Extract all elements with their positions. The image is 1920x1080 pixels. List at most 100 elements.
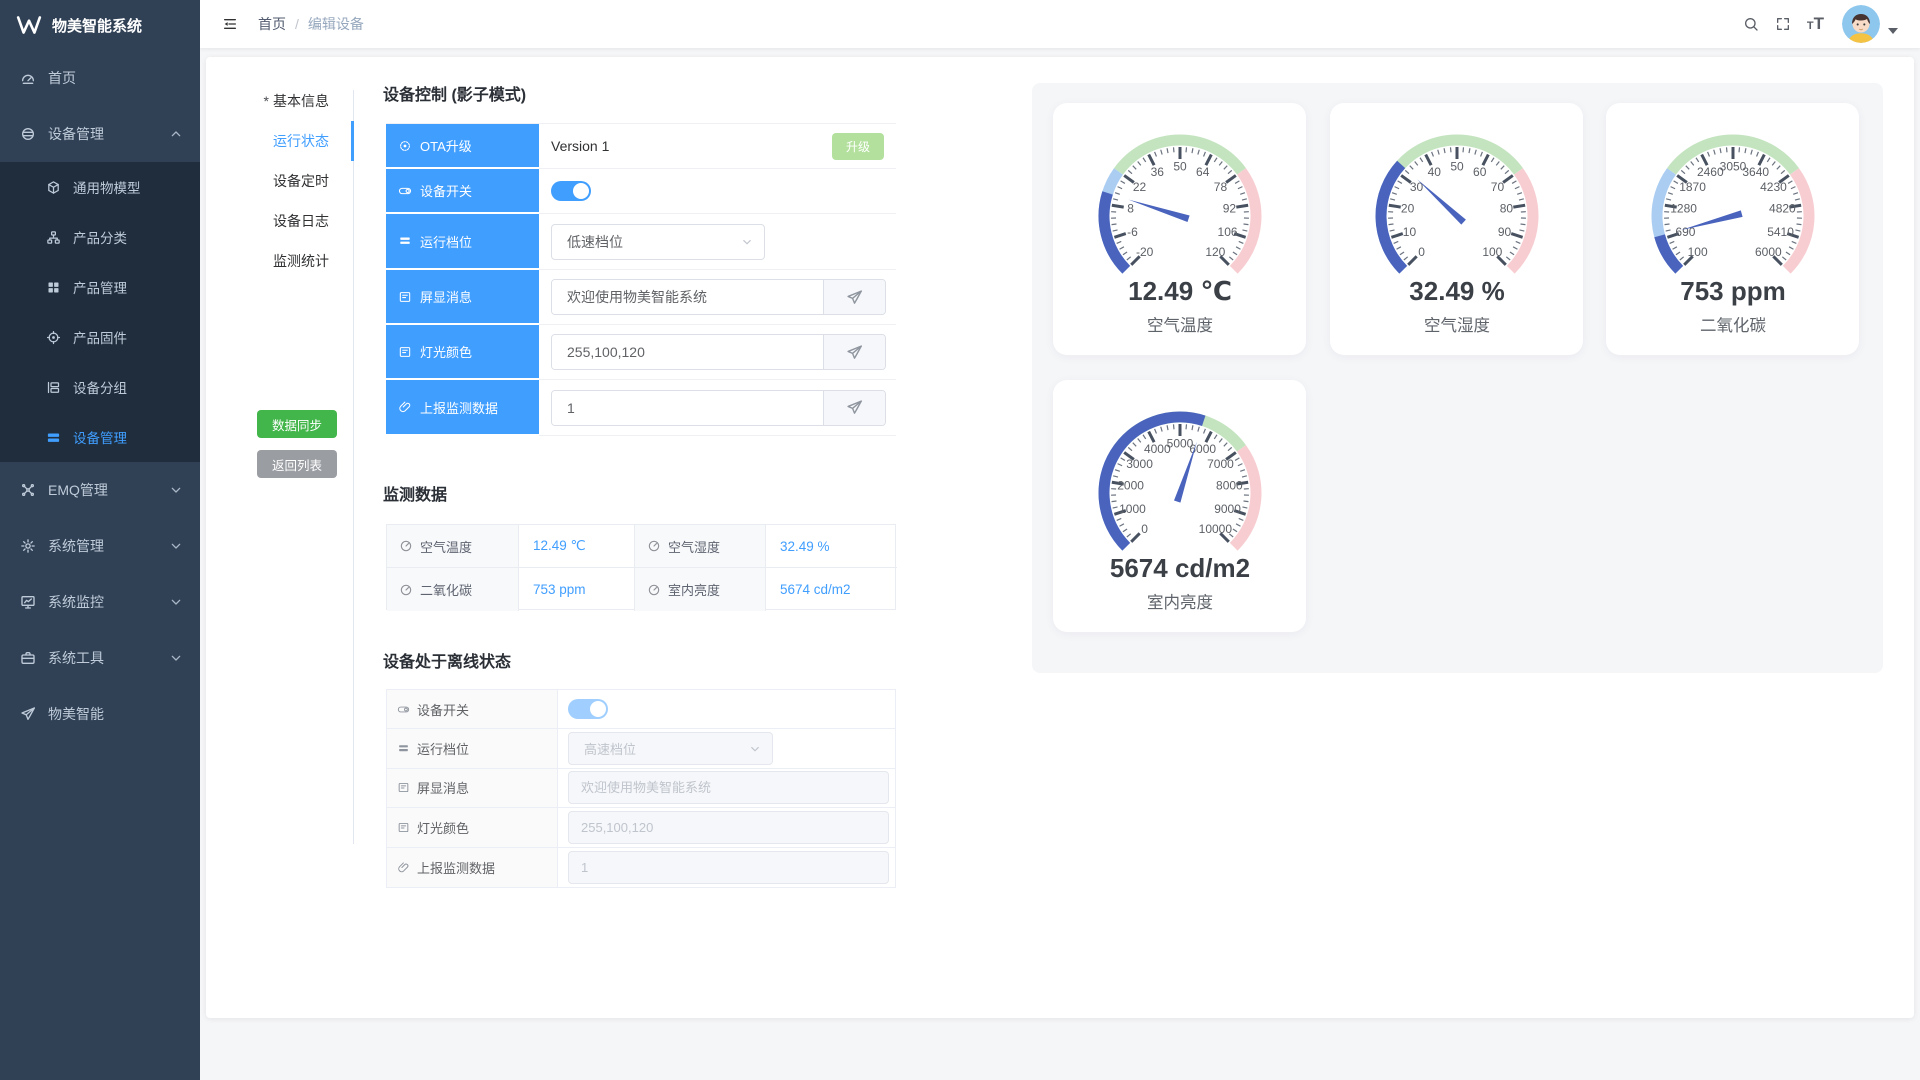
caret-down-icon[interactable] <box>1888 28 1898 34</box>
gauge-major-tick <box>1204 153 1213 166</box>
firmware-version: Version 1 <box>551 138 610 154</box>
sidebar-item-label: 首页 <box>48 70 76 86</box>
gauge-minor-tick <box>1116 240 1122 244</box>
gauge-minor-tick <box>1666 198 1672 201</box>
gauge-needle <box>1128 199 1190 222</box>
tab-basic-info[interactable]: * 基本信息 <box>263 93 329 109</box>
send-screen-message-button[interactable] <box>823 280 885 314</box>
gauge-tick-label: 50 <box>1173 160 1187 174</box>
sidebar-item-wumei-smart[interactable]: 物美智能 <box>0 686 200 742</box>
report-data-input[interactable] <box>552 390 823 425</box>
gauge-tick-label: -6 <box>1127 225 1138 239</box>
sidebar-fold-icon[interactable] <box>222 16 238 32</box>
sidebar-item-system-management[interactable]: 系统管理 <box>0 518 200 574</box>
back-to-list-button[interactable]: 返回列表 <box>257 450 337 478</box>
tab-running-status[interactable]: 运行状态 <box>273 133 329 149</box>
sidebar-item-label: 产品固件 <box>73 331 127 346</box>
gauge-tick-label: 100 <box>1482 245 1502 259</box>
send-report-data-button[interactable] <box>823 390 885 425</box>
gauge-major-tick <box>1147 153 1156 166</box>
gauge-minor-tick <box>1515 240 1521 244</box>
tab-device-log[interactable]: 设备日志 <box>273 213 329 229</box>
light-color-input[interactable] <box>552 335 823 369</box>
search-icon[interactable] <box>1743 16 1759 32</box>
sidebar-item-home[interactable]: 首页 <box>0 50 200 106</box>
gauge-tick-label: 7000 <box>1207 457 1234 471</box>
firmware-icon <box>46 330 61 344</box>
gauge-minor-tick <box>1142 434 1147 440</box>
gauge-minor-tick <box>1399 251 1405 256</box>
gauge-tick-label: 64 <box>1196 165 1210 179</box>
sidebar-item-label: 设备管理 <box>48 126 104 142</box>
font-size-icon[interactable]: TT <box>1806 14 1824 33</box>
sidebar-item-thing-model[interactable]: 通用物模型 <box>0 162 200 212</box>
gauge-major-tick <box>1676 174 1688 184</box>
tab-device-timer[interactable]: 设备定时 <box>273 173 329 189</box>
sidebar-item-product-management[interactable]: 产品管理 <box>0 262 200 312</box>
tab-monitor-stats[interactable]: 监测统计 <box>273 253 329 269</box>
upgrade-button[interactable]: 升级 <box>831 132 884 160</box>
screen-icon <box>398 822 409 832</box>
sidebar-item-emq[interactable]: EMQ管理 <box>0 462 200 518</box>
run-gear-select[interactable]: 低速档位 <box>551 223 765 260</box>
gauge-minor-tick <box>1695 157 1700 163</box>
gauge-major-tick <box>1236 203 1249 209</box>
screen-message-input[interactable] <box>552 280 823 314</box>
gauge-minor-tick <box>1154 428 1157 434</box>
chevron-down-icon <box>171 543 181 549</box>
gauge-tick-label: 3640 <box>1742 165 1769 179</box>
gauge-minor-tick <box>1505 256 1511 261</box>
gauge-minor-tick <box>1474 149 1477 155</box>
gauge-minor-tick <box>1213 157 1218 163</box>
sidebar-item-product-firmware[interactable]: 产品固件 <box>0 312 200 362</box>
gauge-major-tick <box>1683 255 1694 266</box>
monitor-value: 5674 cd/m2 <box>780 582 851 597</box>
gauge-major-tick <box>1219 255 1230 266</box>
gauge-major-tick <box>1233 232 1247 239</box>
gauge-minor-tick <box>1237 186 1243 190</box>
gauge-minor-tick <box>1404 169 1410 175</box>
gauge-minor-tick <box>1511 180 1517 184</box>
gauge-minor-tick <box>1117 186 1123 190</box>
gauge-minor-tick <box>1669 240 1675 244</box>
gauge-tick-label: 40 <box>1428 165 1442 179</box>
gauge-major-tick <box>1400 174 1412 184</box>
send-light-color-button[interactable] <box>823 335 885 369</box>
breadcrumb-home[interactable]: 首页 <box>258 16 286 32</box>
gauge-card: 0 1000 2000 3000 4000 5000 6000 7000 8000 9000 100… <box>1053 380 1306 632</box>
sidebar-item-system-monitor[interactable]: 系统监控 <box>0 574 200 630</box>
device-switch-toggle[interactable] <box>551 181 591 201</box>
sidebar-item-device-management[interactable]: 设备管理 <box>0 106 200 162</box>
gauge-minor-tick <box>1241 475 1247 478</box>
app-title: 物美智能系统 <box>52 17 143 35</box>
levels-icon <box>399 745 408 752</box>
avatar[interactable] <box>1842 5 1880 43</box>
breadcrumb-current: 编辑设备 <box>307 16 364 32</box>
monitor-label: 空气湿度 <box>635 525 766 568</box>
breadcrumb: 首页 / 编辑设备 <box>258 14 364 34</box>
gauge-major-tick <box>1147 430 1156 443</box>
data-sync-button[interactable]: 数据同步 <box>257 410 337 438</box>
gauge-tick-label: 3000 <box>1126 457 1153 471</box>
gauge-minor-tick <box>1242 506 1248 509</box>
gauge-minor-tick <box>1667 192 1673 195</box>
sidebar-item-label: 产品管理 <box>73 281 127 296</box>
app-logo[interactable]: 物美智能系统 <box>0 0 200 50</box>
gauge-major-tick <box>1789 203 1802 209</box>
paperclip-icon <box>398 862 409 872</box>
fullscreen-icon[interactable] <box>1775 16 1791 32</box>
mini-gauge-icon <box>400 584 412 595</box>
gauge-chart: -20 -6 8 22 36 50 64 78 92 106 120 12.49 ℃ 空气温度 <box>1098 134 1262 335</box>
gauge-minor-tick <box>1223 442 1228 447</box>
sidebar-item-device-group[interactable]: 设备分组 <box>0 362 200 412</box>
devices-icon <box>22 128 34 140</box>
gauge-tick-label: 4000 <box>1144 442 1171 456</box>
sidebar-item-device-management-sub[interactable]: 设备管理 <box>0 412 200 462</box>
sidebar-item-system-tools[interactable]: 系统工具 <box>0 630 200 686</box>
gauge-title: 二氧化碳 <box>1700 316 1767 335</box>
gauge-major-tick <box>1111 480 1124 486</box>
sidebar-item-product-category[interactable]: 产品分类 <box>0 212 200 262</box>
gauge-minor-tick <box>1781 256 1787 261</box>
gauge-minor-tick <box>1238 517 1244 521</box>
